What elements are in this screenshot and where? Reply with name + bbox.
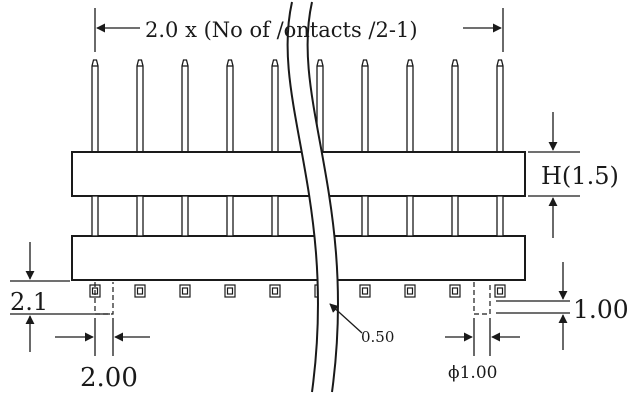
pin (406, 59, 414, 153)
pin-tail (359, 284, 371, 298)
pin-upper (226, 59, 234, 153)
pin-middle (406, 195, 414, 237)
pin-upper (181, 59, 189, 153)
pin-middle (451, 195, 459, 237)
pin (496, 59, 504, 153)
pin-width-leader (329, 303, 363, 334)
height-label: H(1.5) (541, 162, 619, 190)
phi-symbol: ϕ (448, 363, 460, 383)
pin-upper (136, 59, 144, 153)
tail-length-label: 2.1 (10, 288, 48, 316)
pin-tail (404, 284, 416, 298)
pin-tail (224, 284, 236, 298)
pin-tail-inner (361, 287, 369, 295)
pin-upper (271, 59, 279, 153)
pin-tails (89, 282, 506, 315)
pin-tail-inner (181, 287, 189, 295)
pin-tail (494, 284, 506, 298)
pin-middle (136, 195, 144, 237)
pin-upper (91, 59, 99, 153)
pin-middle (361, 195, 369, 237)
hole-diameter-value: 1.00 (460, 363, 498, 383)
pitch-span-label: 2.0 x (No of /ontacts /2-1) (145, 18, 418, 42)
pin-tail-inner (226, 287, 234, 295)
tail-offset-label: 1.00 (573, 295, 629, 324)
pin-tail (179, 284, 191, 298)
pin-tail-inner (451, 287, 459, 295)
pin-tail (449, 284, 461, 298)
pin (91, 59, 99, 153)
hole-diameter-label: ϕ1.00 (448, 363, 497, 383)
lower-housing (71, 235, 526, 281)
upper-housing (71, 151, 526, 197)
pin-middle (271, 195, 279, 237)
pin-upper (496, 59, 504, 153)
pin-tail-inner (496, 287, 504, 295)
pin-width-label: 0.50 (361, 328, 394, 346)
pin-tail (269, 284, 281, 298)
pin-upper (451, 59, 459, 153)
break-line-left (286, 1, 319, 393)
pin-tail-inner (406, 287, 414, 295)
pin-tail-inner (136, 287, 144, 295)
pin (451, 59, 459, 153)
pin-middle-segments (91, 195, 504, 237)
pin (271, 59, 279, 153)
break-line-right (306, 1, 339, 393)
pin (181, 59, 189, 153)
pin-middle (226, 195, 234, 237)
hidden-tail-outline (473, 282, 491, 315)
pin-upper (361, 59, 369, 153)
pin-tail-inner (271, 287, 279, 295)
pin (136, 59, 144, 153)
pitch-label: 2.00 (80, 363, 138, 393)
pin (226, 59, 234, 153)
pin-middle (181, 195, 189, 237)
pin-middle (91, 195, 99, 237)
pin-middle (496, 195, 504, 237)
pin-tail (134, 284, 146, 298)
pin (361, 59, 369, 153)
break-gap (287, 2, 339, 392)
pin-upper (406, 59, 414, 153)
